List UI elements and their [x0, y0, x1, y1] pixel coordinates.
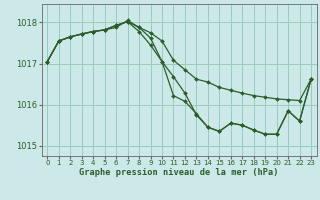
X-axis label: Graphe pression niveau de la mer (hPa): Graphe pression niveau de la mer (hPa) — [79, 168, 279, 177]
